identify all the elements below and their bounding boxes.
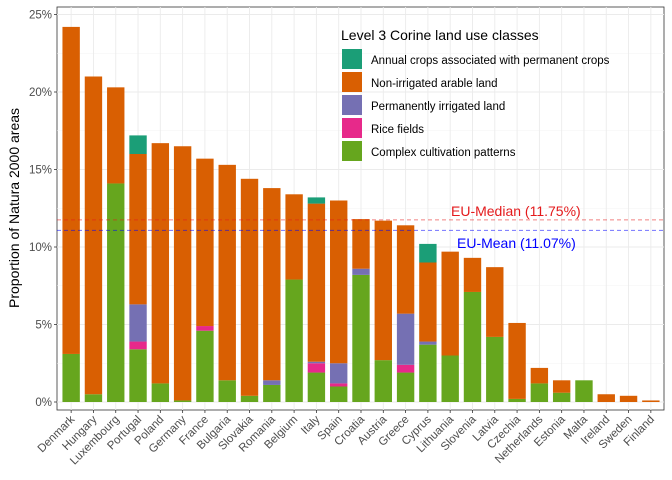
bar-segment-spain-permanently-irrigated-land — [330, 363, 348, 384]
bar-segment-cyprus-complex-cultivation-patterns — [419, 344, 437, 402]
bar-segment-belgium-non-irrigated-arable-land — [285, 194, 303, 280]
y-tick-label: 25% — [29, 10, 52, 22]
bar-segment-czechia-non-irrigated-arable-land — [508, 322, 526, 399]
bar-segment-cyprus-annual-crops-associated-with-permanent-crops — [419, 243, 437, 263]
y-tick-label: 10% — [29, 242, 52, 254]
bar-segment-latvia-non-irrigated-arable-land — [486, 267, 504, 337]
bar-segment-spain-rice-fields — [330, 383, 348, 387]
bar-segment-greece-rice-fields — [396, 364, 415, 373]
bar-segment-sweden-non-irrigated-arable-land — [619, 395, 638, 402]
bar-segment-italy-permanently-irrigated-land — [307, 361, 326, 364]
y-tick-label: 0% — [35, 397, 52, 409]
bar-segment-germany-non-irrigated-arable-land — [173, 146, 192, 401]
legend-key — [342, 49, 362, 69]
bar-segment-france-non-irrigated-arable-land — [196, 158, 214, 327]
bar-segment-poland-complex-cultivation-patterns — [151, 383, 170, 402]
y-axis: 0% 5% 10% 15% 20% 25% — [29, 10, 57, 409]
legend-key — [342, 72, 362, 92]
bar-segment-germany-complex-cultivation-patterns — [173, 400, 192, 402]
bar-segment-belgium-complex-cultivation-patterns — [285, 279, 303, 402]
bar-segment-croatia-complex-cultivation-patterns — [352, 274, 370, 402]
bar-segment-hungary-non-irrigated-arable-land — [84, 76, 103, 395]
y-tick-label: 5% — [35, 320, 52, 332]
bar-segment-bulgaria-non-irrigated-arable-land — [218, 164, 236, 381]
bar-segment-bulgaria-complex-cultivation-patterns — [218, 380, 236, 402]
bar-segment-greece-non-irrigated-arable-land — [396, 225, 415, 314]
reference-lines: EU-Median (11.75%) EU-Mean (11.07%) — [57, 203, 664, 251]
bar-segment-estonia-complex-cultivation-patterns — [552, 392, 571, 402]
legend-label: Annual crops associated with permanent c… — [371, 55, 610, 67]
bar-segment-portugal-rice-fields — [129, 341, 147, 350]
bar-segment-latvia-complex-cultivation-patterns — [486, 336, 504, 402]
bars-layer — [62, 26, 660, 402]
bar-segment-romania-non-irrigated-arable-land — [263, 188, 281, 381]
legend-label: Non-irrigated arable land — [371, 78, 498, 90]
bar-segment-lithuania-complex-cultivation-patterns — [441, 355, 459, 402]
bar-segment-portugal-non-irrigated-arable-land — [129, 154, 147, 305]
reference-line-label-median: EU-Median (11.75%) — [451, 203, 581, 219]
bar-segment-slovakia-non-irrigated-arable-land — [240, 178, 259, 396]
legend-label: Rice fields — [371, 124, 424, 136]
bar-segment-luxembourg-complex-cultivation-patterns — [107, 183, 125, 402]
bar-segment-denmark-non-irrigated-arable-land — [62, 26, 80, 354]
bar-segment-italy-annual-crops-associated-with-permanent-crops — [307, 197, 326, 204]
bar-segment-netherlands-non-irrigated-arable-land — [530, 367, 549, 384]
bar-segment-greece-complex-cultivation-patterns — [396, 372, 415, 402]
reference-line-label-mean: EU-Mean (11.07%) — [457, 235, 576, 251]
bar-segment-netherlands-complex-cultivation-patterns — [530, 383, 549, 402]
bar-segment-lithuania-non-irrigated-arable-land — [441, 251, 459, 356]
bar-segment-france-complex-cultivation-patterns — [196, 330, 214, 402]
bar-segment-hungary-complex-cultivation-patterns — [84, 394, 103, 402]
bar-segment-portugal-complex-cultivation-patterns — [129, 349, 147, 402]
bar-segment-denmark-complex-cultivation-patterns — [62, 353, 80, 402]
bar-segment-estonia-non-irrigated-arable-land — [552, 380, 571, 393]
legend-key — [342, 141, 362, 161]
bar-segment-croatia-permanently-irrigated-land — [352, 268, 370, 275]
bar-segment-cyprus-non-irrigated-arable-land — [419, 262, 437, 342]
y-axis-title: Proportion of Natura 2000 areas — [6, 108, 22, 308]
bar-segment-austria-complex-cultivation-patterns — [374, 360, 392, 402]
bar-segment-luxembourg-non-irrigated-arable-land — [107, 87, 125, 184]
bar-segment-finland-non-irrigated-arable-land — [642, 400, 660, 402]
bar-segment-portugal-permanently-irrigated-land — [129, 304, 147, 342]
bar-segment-slovenia-complex-cultivation-patterns — [463, 291, 482, 402]
bar-segment-cyprus-permanently-irrigated-land — [419, 341, 437, 345]
legend-title: Level 3 Corine land use classes — [341, 27, 539, 43]
bar-segment-france-rice-fields — [196, 326, 214, 331]
legend-label: Permanently irrigated land — [371, 101, 505, 113]
legend: Level 3 Corine land use classes Annual c… — [341, 27, 610, 161]
bar-segment-spain-non-irrigated-arable-land — [330, 200, 348, 364]
bar-segment-slovenia-non-irrigated-arable-land — [463, 257, 482, 292]
legend-key — [342, 95, 362, 115]
bar-segment-greece-permanently-irrigated-land — [396, 313, 415, 365]
x-axis: DenmarkHungaryLuxembourgPortugalPolandGe… — [36, 410, 657, 467]
y-tick-label: 15% — [29, 165, 52, 177]
bar-segment-romania-complex-cultivation-patterns — [263, 384, 281, 402]
bar-segment-portugal-annual-crops-associated-with-permanent-crops — [129, 135, 147, 154]
bar-segment-italy-rice-fields — [307, 363, 326, 373]
bar-segment-malta-complex-cultivation-patterns — [575, 380, 593, 402]
bar-segment-croatia-non-irrigated-arable-land — [352, 219, 370, 269]
bar-segment-spain-complex-cultivation-patterns — [330, 386, 348, 402]
legend-key — [342, 118, 362, 138]
bar-segment-romania-permanently-irrigated-land — [263, 380, 281, 385]
legend-label: Complex cultivation patterns — [371, 147, 516, 159]
bar-segment-austria-non-irrigated-arable-land — [374, 220, 392, 361]
bar-segment-italy-complex-cultivation-patterns — [307, 372, 326, 402]
bar-segment-czechia-complex-cultivation-patterns — [508, 398, 526, 402]
bar-segment-poland-non-irrigated-arable-land — [151, 143, 170, 384]
bar-segment-italy-non-irrigated-arable-land — [307, 203, 326, 362]
bar-segment-slovakia-complex-cultivation-patterns — [240, 395, 259, 402]
y-tick-label: 20% — [29, 87, 52, 99]
bar-segment-ireland-non-irrigated-arable-land — [597, 394, 615, 402]
